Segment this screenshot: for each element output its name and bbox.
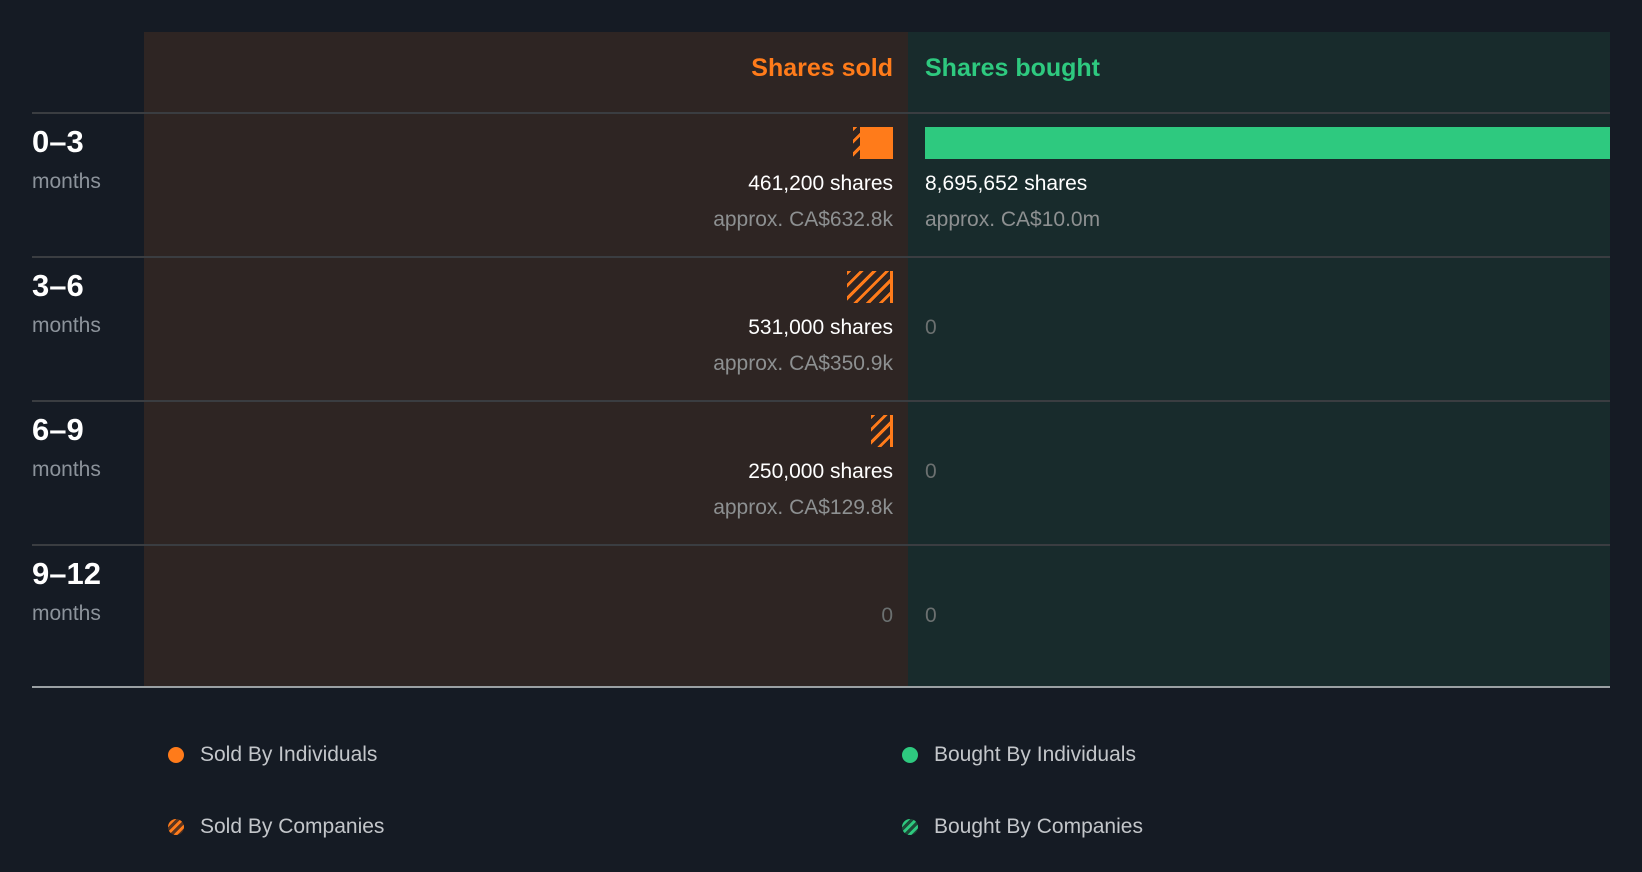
sold-shares: 461,200 shares	[748, 172, 893, 195]
bought-by-individuals-bar[interactable]	[925, 127, 1610, 159]
bought-zero: 0	[925, 604, 937, 627]
legend-label: Bought By Individuals	[934, 743, 1136, 766]
period-row-6-9: 6–9 months 250,000 shares approx. CA$129…	[32, 400, 1610, 544]
legend-sold-companies[interactable]: Sold By Companies	[168, 815, 384, 839]
sold-value: approx. CA$632.8k	[713, 208, 893, 231]
period-label: 9–12	[32, 556, 101, 591]
row-divider	[32, 544, 1610, 546]
sold-by-companies-bar[interactable]	[853, 127, 863, 159]
period-unit: months	[32, 602, 101, 625]
period-label: 6–9	[32, 412, 84, 447]
row-divider	[32, 256, 1610, 258]
sold-zero: 0	[881, 604, 893, 627]
shares-sold-panel	[144, 32, 908, 687]
period-label: 0–3	[32, 124, 84, 159]
axis-baseline	[32, 686, 1610, 688]
period-label: 3–6	[32, 268, 84, 303]
sold-value: approx. CA$350.9k	[713, 352, 893, 375]
sold-value: approx. CA$129.8k	[713, 496, 893, 519]
bought-shares: 8,695,652 shares	[925, 172, 1088, 195]
bought-value: approx. CA$10.0m	[925, 208, 1101, 231]
row-divider	[32, 112, 1610, 114]
sold-shares: 250,000 shares	[748, 460, 893, 483]
bought-zero: 0	[925, 316, 937, 339]
orange-dot-icon	[168, 747, 184, 763]
green-dot-icon	[902, 747, 918, 763]
legend-label: Sold By Companies	[200, 815, 385, 838]
period-unit: months	[32, 170, 101, 193]
sold-cell: 461,200 shares approx. CA$632.8k	[713, 126, 893, 232]
legend-sold-individuals[interactable]: Sold By Individuals	[168, 743, 377, 767]
row-divider	[32, 400, 1610, 402]
period-row-9-12: 9–12 months 0 0	[32, 544, 1610, 688]
bought-cell: 8,695,652 shares approx. CA$10.0m	[925, 126, 1610, 232]
shares-sold-header: Shares sold	[751, 54, 893, 82]
sold-cell: 531,000 shares approx. CA$350.9k	[713, 270, 893, 376]
period-unit: months	[32, 314, 101, 337]
legend-bought-companies[interactable]: Bought By Companies	[902, 815, 1143, 839]
legend-bought-individuals[interactable]: Bought By Individuals	[902, 743, 1136, 767]
orange-hatched-dot-icon	[168, 819, 184, 835]
sold-by-individuals-bar[interactable]	[863, 127, 893, 159]
period-row-3-6: 3–6 months 531,000 shares approx. CA$350…	[32, 256, 1610, 400]
shares-bought-header: Shares bought	[925, 54, 1101, 82]
bought-zero: 0	[925, 460, 937, 483]
period-unit: months	[32, 458, 101, 481]
sold-by-companies-bar[interactable]	[871, 415, 893, 447]
legend-label: Sold By Individuals	[200, 743, 378, 766]
sold-shares: 531,000 shares	[748, 316, 893, 339]
sold-by-companies-bar[interactable]	[847, 271, 893, 303]
legend-label: Bought By Companies	[934, 815, 1143, 838]
green-hatched-dot-icon	[902, 819, 918, 835]
period-row-0-3: 0–3 months 461,200 shares approx. CA$632…	[32, 112, 1610, 256]
sold-cell: 250,000 shares approx. CA$129.8k	[713, 414, 893, 520]
